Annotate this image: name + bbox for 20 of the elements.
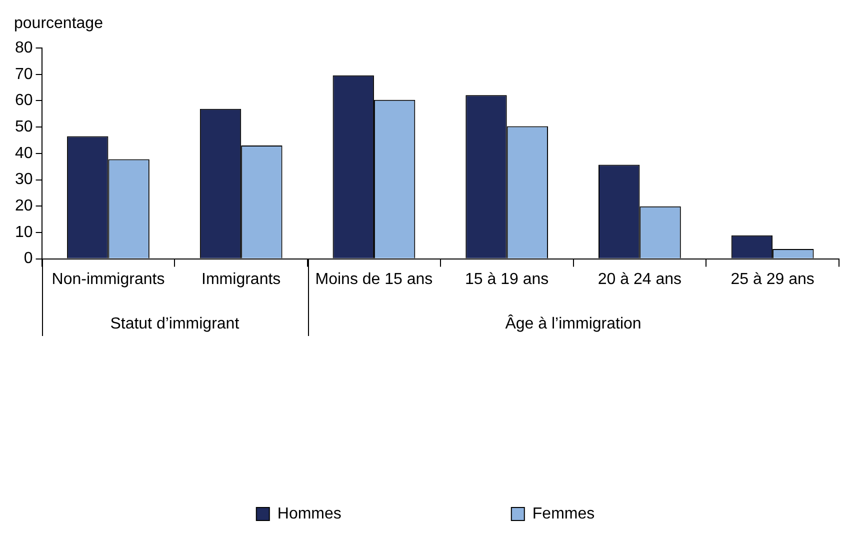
y-tick-label: 30 <box>15 171 33 188</box>
x-tick-label: 20 à 24 ans <box>598 270 682 288</box>
x-tick-label: Immigrants <box>202 270 281 288</box>
y-tick-label: 40 <box>15 144 33 162</box>
y-tick-label: 80 <box>15 39 33 56</box>
x-tick-label: Moins de 15 ans <box>315 270 433 288</box>
text: Statut d’immigrant <box>110 315 240 332</box>
legend-label: Hommes <box>277 505 342 522</box>
x-tick-label: 25 à 29 ans <box>730 270 814 288</box>
y-axis-title: pourcentage <box>14 15 104 32</box>
y-tick-label: 60 <box>15 92 33 110</box>
legend-label: Femmes <box>532 505 595 522</box>
y-tick-label: 20 <box>15 198 33 215</box>
text: Âge à l’immigration <box>505 314 642 332</box>
x-tick-label: Non-immigrants <box>52 270 165 288</box>
y-tick-label: 50 <box>15 118 33 136</box>
x-tick-label: 15 à 19 ans <box>465 270 549 288</box>
y-tick-label: 0 <box>24 250 33 268</box>
y-tick-label: 70 <box>15 66 33 83</box>
y-tick-label: 10 <box>15 224 33 241</box>
